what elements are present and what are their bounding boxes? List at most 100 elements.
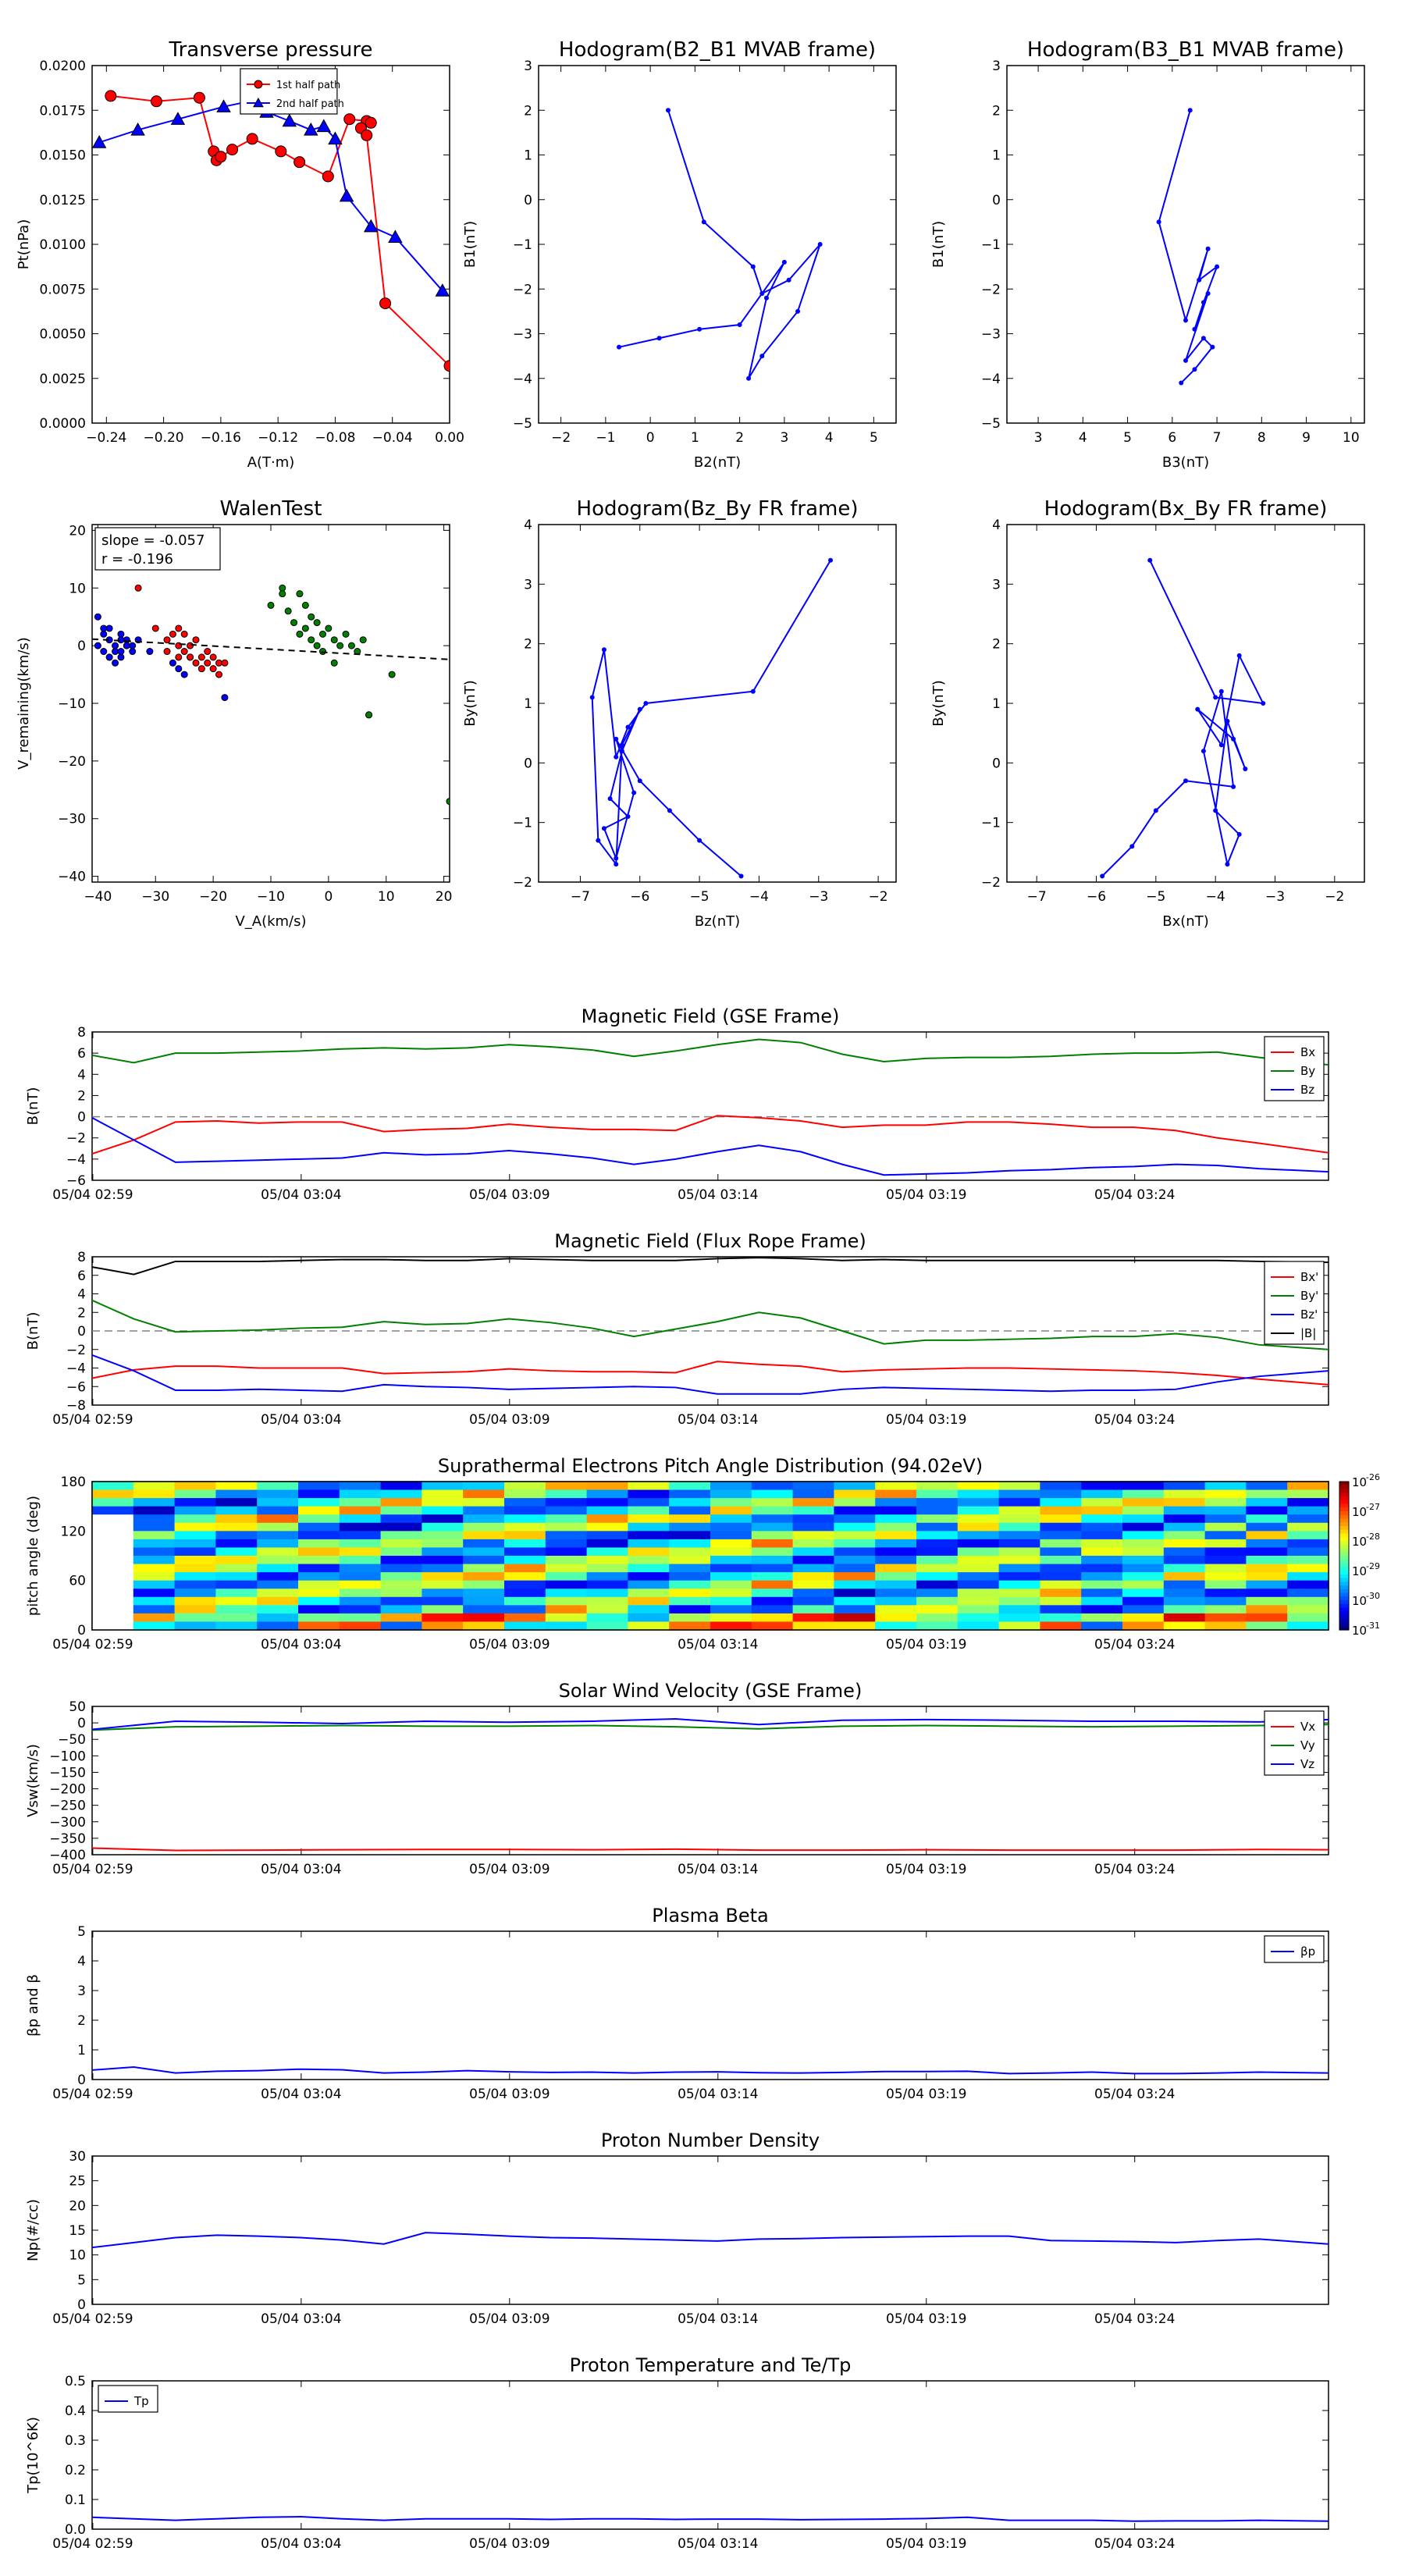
data-point — [253, 97, 264, 108]
data-point — [204, 648, 212, 656]
heatmap-cell — [504, 1605, 546, 1614]
y-axis-label: By(nT) — [930, 680, 947, 726]
heatmap-cell — [1246, 1580, 1288, 1589]
heatmap-cell — [92, 1506, 134, 1515]
plot-area — [92, 2066, 1329, 2075]
data-point — [361, 129, 373, 141]
x-tick-label: −1 — [596, 430, 615, 446]
heatmap-cell — [834, 1539, 876, 1549]
heatmap-cell — [834, 1522, 876, 1532]
heatmap-cell — [298, 1572, 340, 1582]
x-tick-label: 05/04 03:09 — [469, 2087, 550, 2102]
heatmap-cell — [1246, 1613, 1288, 1623]
heatmap-cell — [1204, 1522, 1247, 1532]
heatmap-cell — [1122, 1489, 1165, 1499]
y-tick-label: −20 — [58, 754, 86, 770]
heatmap-cell — [792, 1621, 834, 1631]
heatmap-cell — [628, 1596, 670, 1606]
heatmap-cell — [298, 1596, 340, 1606]
x-tick-label: −2 — [1325, 889, 1344, 905]
data-point — [322, 170, 334, 183]
heatmap-cell — [422, 1621, 464, 1631]
heatmap-cell — [875, 1605, 917, 1614]
y-tick-label: 0 — [77, 2073, 86, 2088]
x-tick-label: −30 — [141, 889, 169, 905]
heatmap-cell — [545, 1489, 588, 1499]
legend: Tp — [98, 2385, 158, 2413]
heatmap-cell — [1122, 1605, 1165, 1614]
data-point — [786, 277, 791, 283]
y-tick-label: 0 — [992, 193, 1001, 208]
heatmap-cell — [586, 1605, 628, 1614]
heatmap-cell — [998, 1572, 1040, 1582]
data-point — [325, 624, 333, 632]
chart-title: Magnetic Field (Flux Rope Frame) — [554, 1230, 866, 1252]
x-tick-label: 10 — [378, 889, 395, 905]
heatmap-cell — [628, 1613, 670, 1623]
heatmap-cell — [628, 1564, 670, 1573]
data-point — [1218, 688, 1224, 694]
heatmap-cell — [298, 1547, 340, 1557]
heatmap-cell — [1040, 1506, 1082, 1515]
series-line-By — [92, 1038, 1329, 1066]
heatmap-cell — [463, 1613, 505, 1623]
heatmap-cell — [586, 1596, 628, 1606]
data-point — [94, 613, 101, 621]
y-axis-label: Vsw(km/s) — [25, 1744, 41, 1817]
data-point — [1213, 808, 1218, 813]
heatmap-cell — [92, 1572, 134, 1582]
colorbar-segment — [1339, 1556, 1349, 1560]
data-point — [363, 219, 379, 233]
heatmap-cell — [586, 1514, 628, 1524]
heatmap-cell — [1122, 1621, 1165, 1631]
y-tick-label: −2 — [981, 875, 1001, 891]
annotation-slope: slope = -0.057 — [101, 532, 205, 549]
y-tick-label: 0 — [77, 639, 86, 654]
x-tick-label: −0.04 — [372, 430, 413, 446]
heatmap-cell — [174, 1498, 216, 1507]
x-tick-label: 05/04 02:59 — [52, 2311, 133, 2327]
heatmap-cell — [133, 1514, 176, 1524]
y-tick-label: −1 — [513, 816, 532, 831]
heatmap-cell — [1204, 1589, 1247, 1598]
heatmap-cell — [586, 1498, 628, 1507]
heatmap-cell — [710, 1605, 752, 1614]
data-point — [216, 99, 231, 112]
heatmap-cell — [422, 1613, 464, 1623]
chart-np: Proton Number Density 05/04 02:59 05/04 03… — [25, 2129, 1329, 2327]
chart-pad: Suprathermal Electrons Pitch Angle Distr… — [25, 1455, 1380, 1653]
heatmap-cell — [298, 1613, 340, 1623]
data-point — [169, 630, 176, 638]
heatmap-cell — [1163, 1572, 1206, 1582]
heatmap-cell — [1163, 1589, 1206, 1598]
heatmap-cell — [463, 1539, 505, 1549]
heatmap-cell — [916, 1539, 959, 1549]
heatmap-cell — [174, 1605, 216, 1614]
heatmap-cell — [875, 1482, 917, 1491]
heatmap-cell — [422, 1522, 464, 1532]
heatmap-cell — [998, 1589, 1040, 1598]
colorbar-tick-exponent: -27 — [1366, 1502, 1380, 1512]
heatmap-cell — [257, 1621, 299, 1631]
heatmap-cell — [875, 1506, 917, 1515]
heatmap-cell — [174, 1539, 216, 1549]
heatmap-cell — [298, 1621, 340, 1631]
heatmap-cell — [1246, 1564, 1288, 1573]
heatmap-cell — [215, 1482, 258, 1491]
data-point — [215, 151, 227, 163]
legend-label: Vy — [1300, 1738, 1315, 1752]
y-tick-label: 0.2 — [65, 2463, 86, 2478]
heatmap-cell — [545, 1547, 588, 1557]
heatmap-cell — [1287, 1531, 1329, 1540]
heatmap-cell — [545, 1564, 588, 1573]
heatmap-cell — [710, 1498, 752, 1507]
heatmap-cell — [628, 1572, 670, 1582]
heatmap-cell — [1246, 1506, 1288, 1515]
y-axis-label: B(nT) — [25, 1312, 41, 1350]
heatmap-cell — [792, 1605, 834, 1614]
heatmap-cell — [751, 1498, 794, 1507]
data-point — [1218, 742, 1224, 748]
heatmap-cell — [834, 1531, 876, 1540]
x-tick-label: −5 — [690, 889, 710, 905]
